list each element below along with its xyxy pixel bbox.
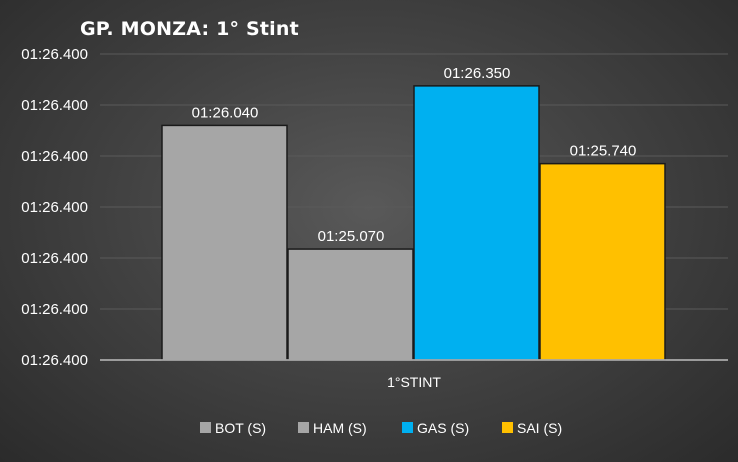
bar bbox=[539, 162, 666, 361]
legend-swatch bbox=[402, 422, 413, 433]
legend-swatch bbox=[200, 422, 211, 433]
data-label: 01:25.740 bbox=[570, 143, 637, 160]
y-tick-label: 01:26.400 bbox=[21, 46, 88, 63]
bar bbox=[287, 248, 414, 361]
legend-label: HAM (S) bbox=[313, 420, 367, 436]
x-tick-label: 1°STINT bbox=[387, 374, 441, 390]
y-tick-label: 01:26.400 bbox=[21, 148, 88, 165]
y-tick-label: 01:26.400 bbox=[21, 250, 88, 267]
legend-swatch bbox=[502, 422, 513, 433]
bar bbox=[413, 85, 540, 361]
chart-title: GP. MONZA: 1° Stint bbox=[80, 18, 299, 40]
legend-swatch bbox=[298, 422, 309, 433]
y-tick-label: 01:26.400 bbox=[21, 97, 88, 114]
data-label: 01:25.070 bbox=[318, 228, 385, 245]
data-label: 01:26.040 bbox=[192, 104, 259, 121]
y-tick-label: 01:26.400 bbox=[21, 301, 88, 318]
bar bbox=[161, 124, 288, 361]
y-tick-label: 01:26.400 bbox=[21, 352, 88, 369]
legend-label: BOT (S) bbox=[215, 420, 266, 436]
y-tick-label: 01:26.400 bbox=[21, 199, 88, 216]
legend-label: GAS (S) bbox=[417, 420, 469, 436]
legend-label: SAI (S) bbox=[517, 420, 562, 436]
data-label: 01:26.350 bbox=[444, 65, 511, 82]
